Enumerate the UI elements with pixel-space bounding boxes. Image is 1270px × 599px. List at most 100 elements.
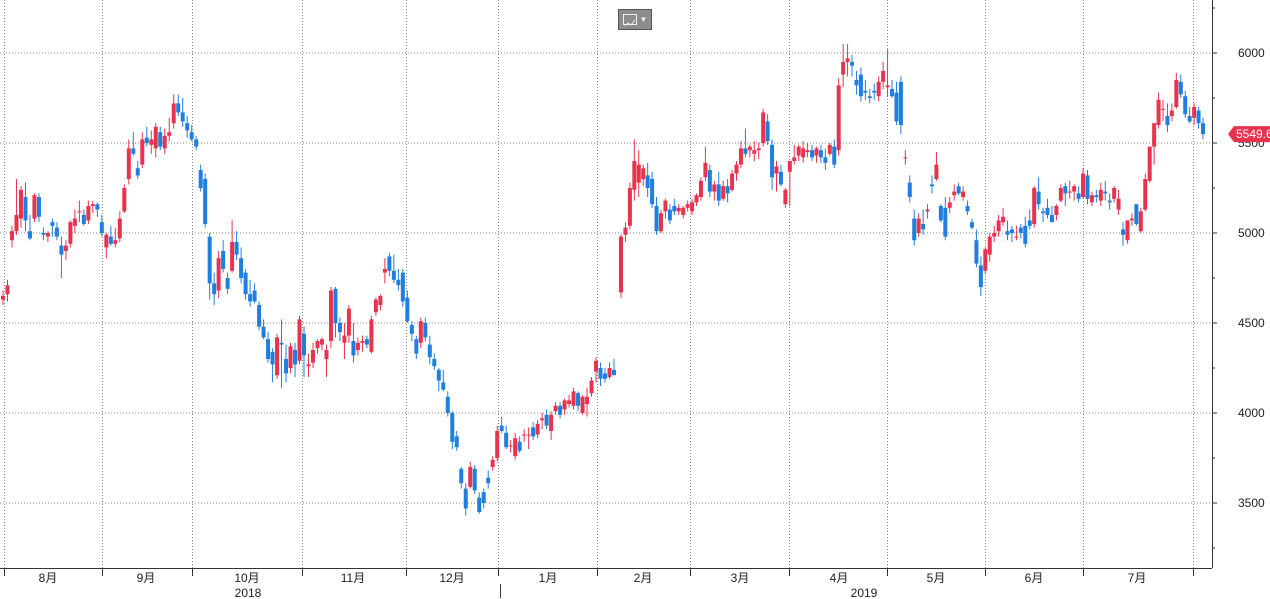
candle-body	[567, 400, 572, 404]
candle-body	[738, 148, 743, 165]
candle-body	[252, 290, 257, 302]
candle-body	[603, 373, 608, 379]
candle-body	[1098, 189, 1103, 201]
candle-body	[95, 204, 100, 210]
candle-body	[239, 258, 244, 278]
candle-body	[378, 296, 383, 305]
candle-body	[876, 81, 881, 97]
candle-body	[725, 186, 730, 194]
candle-body	[1121, 229, 1126, 235]
candle-body	[454, 436, 459, 448]
candle-body	[122, 188, 127, 212]
candle-body	[216, 258, 221, 291]
candle-body	[1178, 81, 1183, 95]
candle-body	[553, 405, 558, 412]
candle-body	[1041, 211, 1046, 214]
candle-body	[805, 150, 810, 152]
candle-body	[841, 62, 846, 75]
candle-body	[1027, 220, 1032, 226]
candle-body	[324, 350, 329, 359]
candle-body	[9, 231, 14, 241]
x-axis: 8月 9月 10月 11月 12月 1月 2月 3月 4月 5月 6月 7月 2018 2019	[0, 568, 1212, 599]
candle-body	[823, 157, 828, 163]
candle-body	[221, 251, 226, 269]
candle-body	[1107, 200, 1112, 203]
candle-body	[576, 393, 581, 406]
grid-lines	[0, 0, 1212, 568]
last-price-tag: 5549.6	[1228, 126, 1270, 143]
candle-body	[1169, 110, 1174, 116]
candle-body	[1, 296, 5, 300]
candle-body	[974, 240, 979, 264]
candle-body	[1005, 231, 1010, 235]
candle-body	[203, 179, 208, 224]
candle-body	[641, 168, 646, 179]
candle-body	[1147, 146, 1152, 181]
x-month-label: 2月	[634, 571, 653, 585]
candle-body	[293, 350, 298, 365]
candle-body	[198, 170, 203, 188]
candle-body	[369, 319, 374, 352]
candle-body	[477, 497, 482, 512]
candle-body	[716, 184, 721, 201]
candle-body	[654, 206, 659, 232]
candle-body	[765, 121, 770, 142]
candle-body	[490, 459, 495, 467]
candle-body	[472, 468, 477, 491]
candle-body	[712, 184, 717, 192]
candle-body	[863, 90, 868, 93]
candle-body	[342, 335, 347, 343]
candle-body	[418, 321, 423, 343]
candle-body	[328, 290, 333, 341]
candle-body	[149, 139, 154, 145]
candle-body	[279, 342, 284, 345]
candle-body	[23, 197, 28, 221]
candle-body	[961, 191, 966, 197]
candle-body	[743, 148, 748, 154]
price-tag-shape	[1228, 126, 1270, 143]
candle-body	[903, 157, 908, 159]
candle-body	[1196, 110, 1201, 124]
candle-body	[270, 351, 275, 365]
y-tick-label: 3500	[1238, 496, 1265, 510]
candle-body	[306, 364, 311, 367]
candle-body	[774, 166, 779, 174]
candle-body	[531, 427, 536, 437]
candle-body	[18, 189, 23, 219]
candle-body	[81, 215, 86, 224]
candle-body	[956, 186, 961, 194]
candle-body	[818, 150, 823, 158]
candle-body	[346, 308, 351, 336]
x-month-label: 11月	[341, 571, 365, 585]
candle-body	[850, 62, 855, 66]
candle-body	[872, 90, 877, 93]
candle-body	[450, 413, 455, 442]
candle-body	[535, 423, 540, 435]
candle-body	[969, 222, 974, 228]
x-month-label: 1月	[539, 571, 558, 585]
candle-body	[627, 188, 632, 226]
candle-body	[845, 58, 850, 62]
price-tag-label: 5549.6	[1236, 127, 1270, 141]
candle-body	[792, 157, 797, 161]
candle-body	[373, 299, 378, 313]
candle-body	[996, 220, 1001, 232]
candle-body	[1081, 173, 1086, 197]
candle-body	[1138, 211, 1143, 232]
candle-body	[1036, 191, 1041, 205]
line-chart-icon	[622, 14, 637, 27]
candle-body	[5, 285, 10, 295]
candle-body	[589, 380, 594, 394]
candle-body	[778, 171, 783, 185]
candle-body	[90, 204, 95, 206]
candle-body	[894, 92, 899, 122]
chart-type-button[interactable]: ▼	[618, 9, 652, 30]
candle-body	[761, 112, 766, 143]
candle-body	[1058, 188, 1063, 201]
candle-body	[315, 341, 320, 349]
candle-body	[72, 218, 77, 226]
candle-body	[619, 236, 623, 293]
candle-body	[63, 245, 68, 251]
candle-body	[423, 323, 428, 338]
